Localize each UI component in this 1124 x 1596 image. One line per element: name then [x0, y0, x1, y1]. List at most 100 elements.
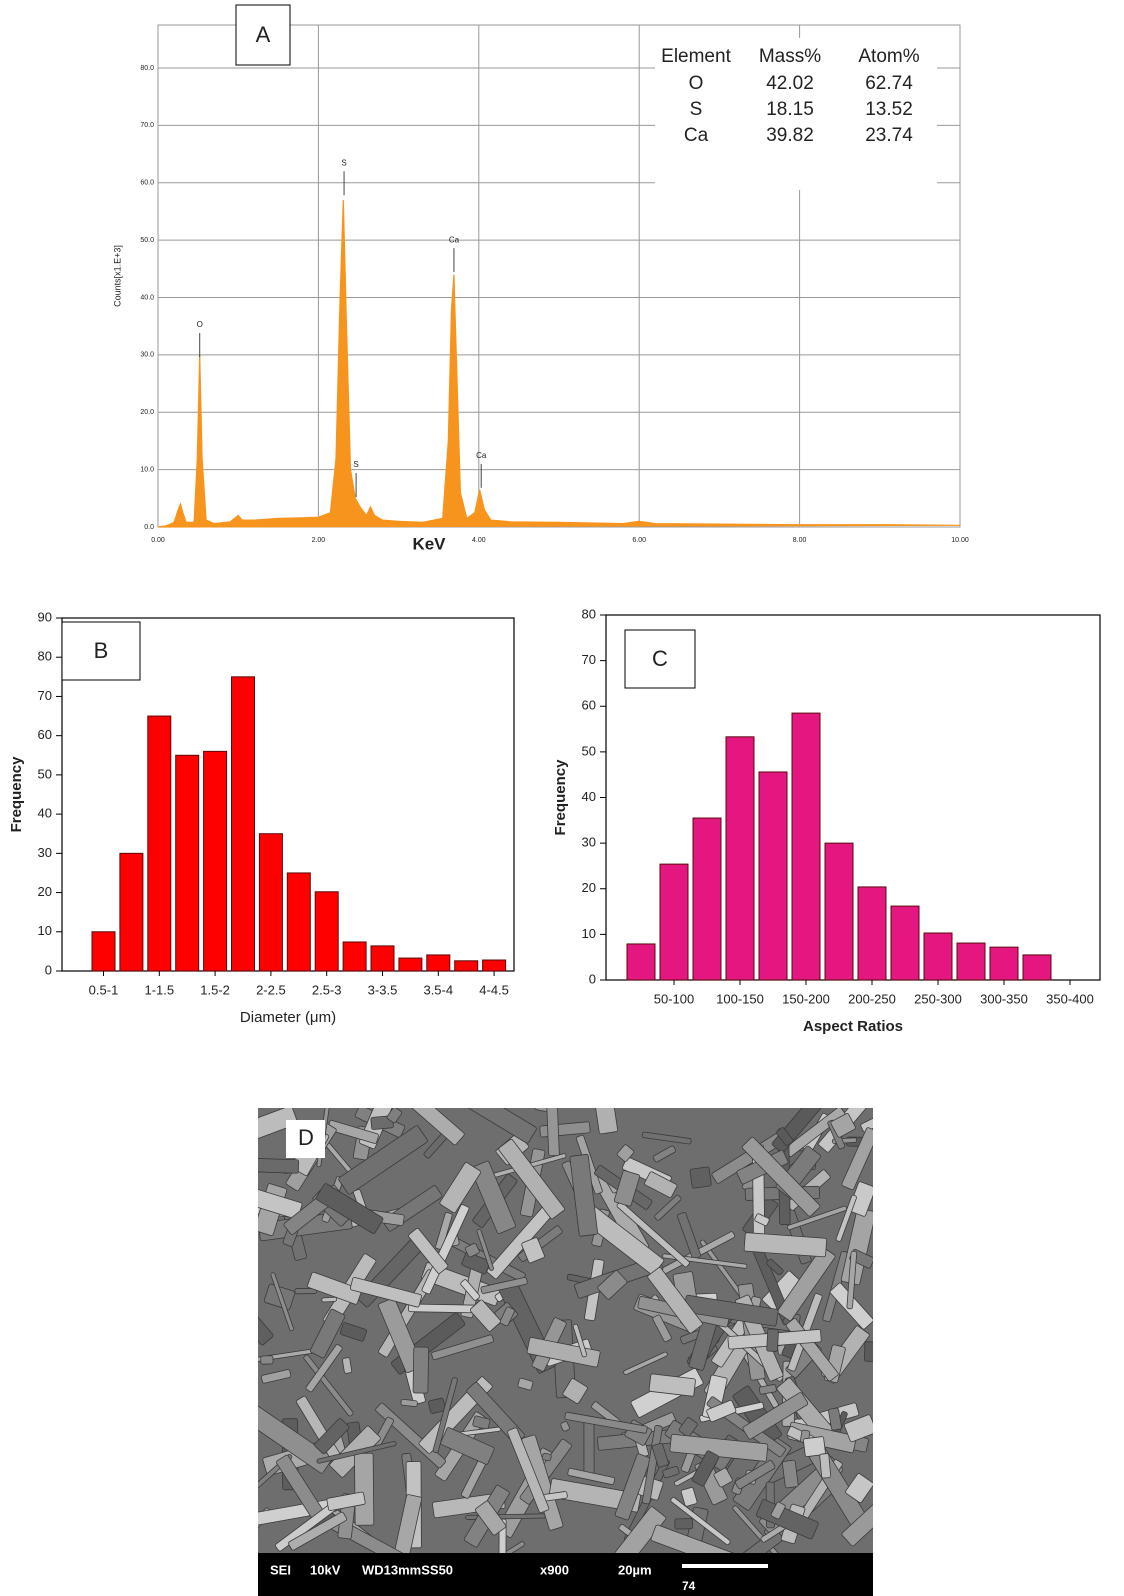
x-tick-label: 1.5-2: [200, 982, 230, 997]
crystal: [431, 1334, 494, 1361]
crystal: [654, 1194, 682, 1221]
x-tick-label: 2.00: [312, 537, 326, 544]
x-tick-label: 50-100: [654, 991, 694, 1006]
crystal: [440, 1427, 495, 1465]
crystal: [758, 1384, 777, 1395]
peak-label: O: [197, 320, 203, 329]
bar: [175, 754, 200, 972]
bar: [923, 932, 953, 981]
crystal: [732, 1385, 783, 1446]
crystal: [439, 1162, 481, 1214]
y-tick-label: 30.0: [140, 352, 154, 359]
crystal: [260, 1369, 292, 1384]
bar: [286, 872, 311, 972]
crystal: [843, 1414, 873, 1443]
crystal: [305, 1344, 343, 1393]
crystal: [258, 1402, 333, 1474]
x-axis-label: Diameter (μm): [240, 1009, 336, 1026]
bar: [626, 943, 656, 981]
bar: [725, 736, 755, 981]
crystal: [644, 1171, 678, 1198]
y-tick-label: 0.0: [144, 524, 154, 531]
x-tick-label: 3.5-4: [423, 982, 453, 997]
crystal: [460, 1279, 481, 1301]
panel-label-box: [235, 4, 291, 66]
y-tick-label: 60.0: [140, 180, 154, 187]
y-tick-label: 20: [582, 880, 596, 895]
y-tick-label: 10: [582, 926, 596, 941]
table-header: Element: [661, 46, 731, 67]
info-text: WD13mmSS50: [362, 1562, 453, 1577]
x-tick-label: 4-4.5: [479, 982, 509, 997]
y-tick-label: 40: [38, 806, 52, 821]
crystal: [258, 1157, 300, 1174]
info-bar: [258, 1553, 873, 1596]
bar: [454, 960, 479, 972]
crystal: [743, 1232, 828, 1258]
x-axis-label: Aspect Ratios: [803, 1018, 903, 1035]
x-axis-label: KeV: [412, 534, 446, 553]
crystal: [846, 1250, 858, 1310]
crystal: [339, 1322, 367, 1342]
x-tick-label: 2.5-3: [312, 982, 342, 997]
crystal: [567, 1467, 616, 1486]
crystal: [461, 1251, 491, 1275]
crystal: [770, 1501, 786, 1520]
crystal: [260, 1355, 274, 1365]
crystal: [713, 1467, 733, 1488]
crystal: [781, 1459, 799, 1489]
crystal: [307, 1271, 362, 1305]
panel-label: B: [94, 638, 109, 663]
crystal: [386, 1108, 403, 1124]
bar: [370, 945, 395, 972]
x-tick-label: 200-250: [848, 991, 896, 1006]
bar: [147, 715, 172, 972]
table-cell: 39.82: [766, 125, 814, 146]
peak-label: Ca: [476, 451, 487, 460]
x-tick-label: 150-200: [782, 991, 830, 1006]
bar: [692, 817, 722, 981]
crystal: [521, 1237, 545, 1264]
y-tick-label: 50: [38, 766, 52, 781]
crystal: [651, 1442, 669, 1468]
x-tick-label: 300-350: [980, 991, 1028, 1006]
crystal: [349, 1277, 422, 1308]
bar: [659, 863, 689, 981]
crystal: [623, 1351, 668, 1376]
bar: [1022, 954, 1052, 981]
crystal: [408, 1227, 449, 1274]
crystal: [480, 1277, 528, 1294]
crystal: [614, 1453, 651, 1521]
table-background: [655, 38, 937, 190]
crystal: [258, 1313, 274, 1346]
crystal: [412, 1346, 429, 1394]
crystal: [830, 1113, 856, 1138]
sem-image: D SEI 10kV WD13mmSS50 x900 20µm 74: [258, 1108, 873, 1596]
crystal: [315, 1183, 384, 1234]
bar: [956, 942, 986, 981]
y-tick-label: 60: [38, 727, 52, 742]
crystal: [828, 1407, 842, 1431]
table-cell: 62.74: [865, 73, 913, 94]
bar: [791, 712, 821, 981]
crystal: [583, 1418, 595, 1474]
crystal: [706, 1399, 737, 1423]
y-tick-label: 30: [38, 845, 52, 860]
x-tick-label: 0.00: [151, 537, 165, 544]
spectrum: [157, 199, 961, 528]
crystal: [691, 1450, 720, 1487]
y-tick-label: 40.0: [140, 294, 154, 301]
crystal: [432, 1377, 458, 1454]
x-tick-label: 4.00: [472, 537, 486, 544]
panel-label: A: [256, 22, 271, 47]
crystal: [648, 1373, 696, 1397]
crystal: [678, 1417, 698, 1438]
y-tick-label: 0: [589, 971, 596, 986]
y-tick-label: 70.0: [140, 122, 154, 129]
crystal: [303, 1354, 354, 1417]
crystal: [316, 1441, 397, 1464]
x-tick-label: 0.5-1: [89, 982, 119, 997]
y-tick-label: 70: [582, 652, 596, 667]
